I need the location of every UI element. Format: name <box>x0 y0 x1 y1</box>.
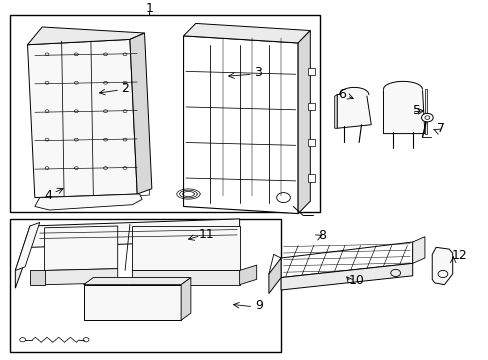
Text: 10: 10 <box>348 274 364 287</box>
Polygon shape <box>30 219 239 247</box>
Polygon shape <box>424 89 427 134</box>
Polygon shape <box>27 39 137 198</box>
Text: 6: 6 <box>337 88 345 101</box>
Polygon shape <box>307 103 315 111</box>
Text: 1: 1 <box>145 2 153 15</box>
Polygon shape <box>44 269 118 285</box>
Polygon shape <box>239 265 256 285</box>
Polygon shape <box>27 27 144 45</box>
Polygon shape <box>132 226 239 270</box>
Text: 7: 7 <box>436 122 444 135</box>
Text: 12: 12 <box>450 249 466 262</box>
Text: 3: 3 <box>253 66 261 78</box>
Text: 9: 9 <box>255 299 263 312</box>
Text: 4: 4 <box>44 189 52 202</box>
Polygon shape <box>307 139 315 146</box>
Polygon shape <box>132 270 239 285</box>
Polygon shape <box>268 258 281 293</box>
Polygon shape <box>83 278 190 285</box>
Polygon shape <box>412 237 424 263</box>
Polygon shape <box>298 31 310 213</box>
Polygon shape <box>130 33 152 194</box>
Text: 2: 2 <box>121 82 129 95</box>
Polygon shape <box>15 222 40 270</box>
Polygon shape <box>307 68 315 75</box>
Polygon shape <box>35 194 142 210</box>
Polygon shape <box>281 263 412 290</box>
Polygon shape <box>44 226 118 270</box>
Text: 8: 8 <box>318 229 326 242</box>
Polygon shape <box>181 278 190 320</box>
Text: 5: 5 <box>412 104 420 117</box>
Bar <box>10 14 320 212</box>
Bar <box>10 219 281 352</box>
Polygon shape <box>334 95 336 128</box>
Polygon shape <box>30 270 44 285</box>
Polygon shape <box>431 247 452 285</box>
Polygon shape <box>281 242 412 278</box>
Polygon shape <box>307 175 315 181</box>
Polygon shape <box>15 226 30 288</box>
Polygon shape <box>383 89 424 134</box>
Polygon shape <box>183 23 310 43</box>
Polygon shape <box>336 93 370 128</box>
Circle shape <box>421 113 432 122</box>
Polygon shape <box>183 36 298 213</box>
Polygon shape <box>83 285 181 320</box>
Text: 11: 11 <box>198 228 214 241</box>
